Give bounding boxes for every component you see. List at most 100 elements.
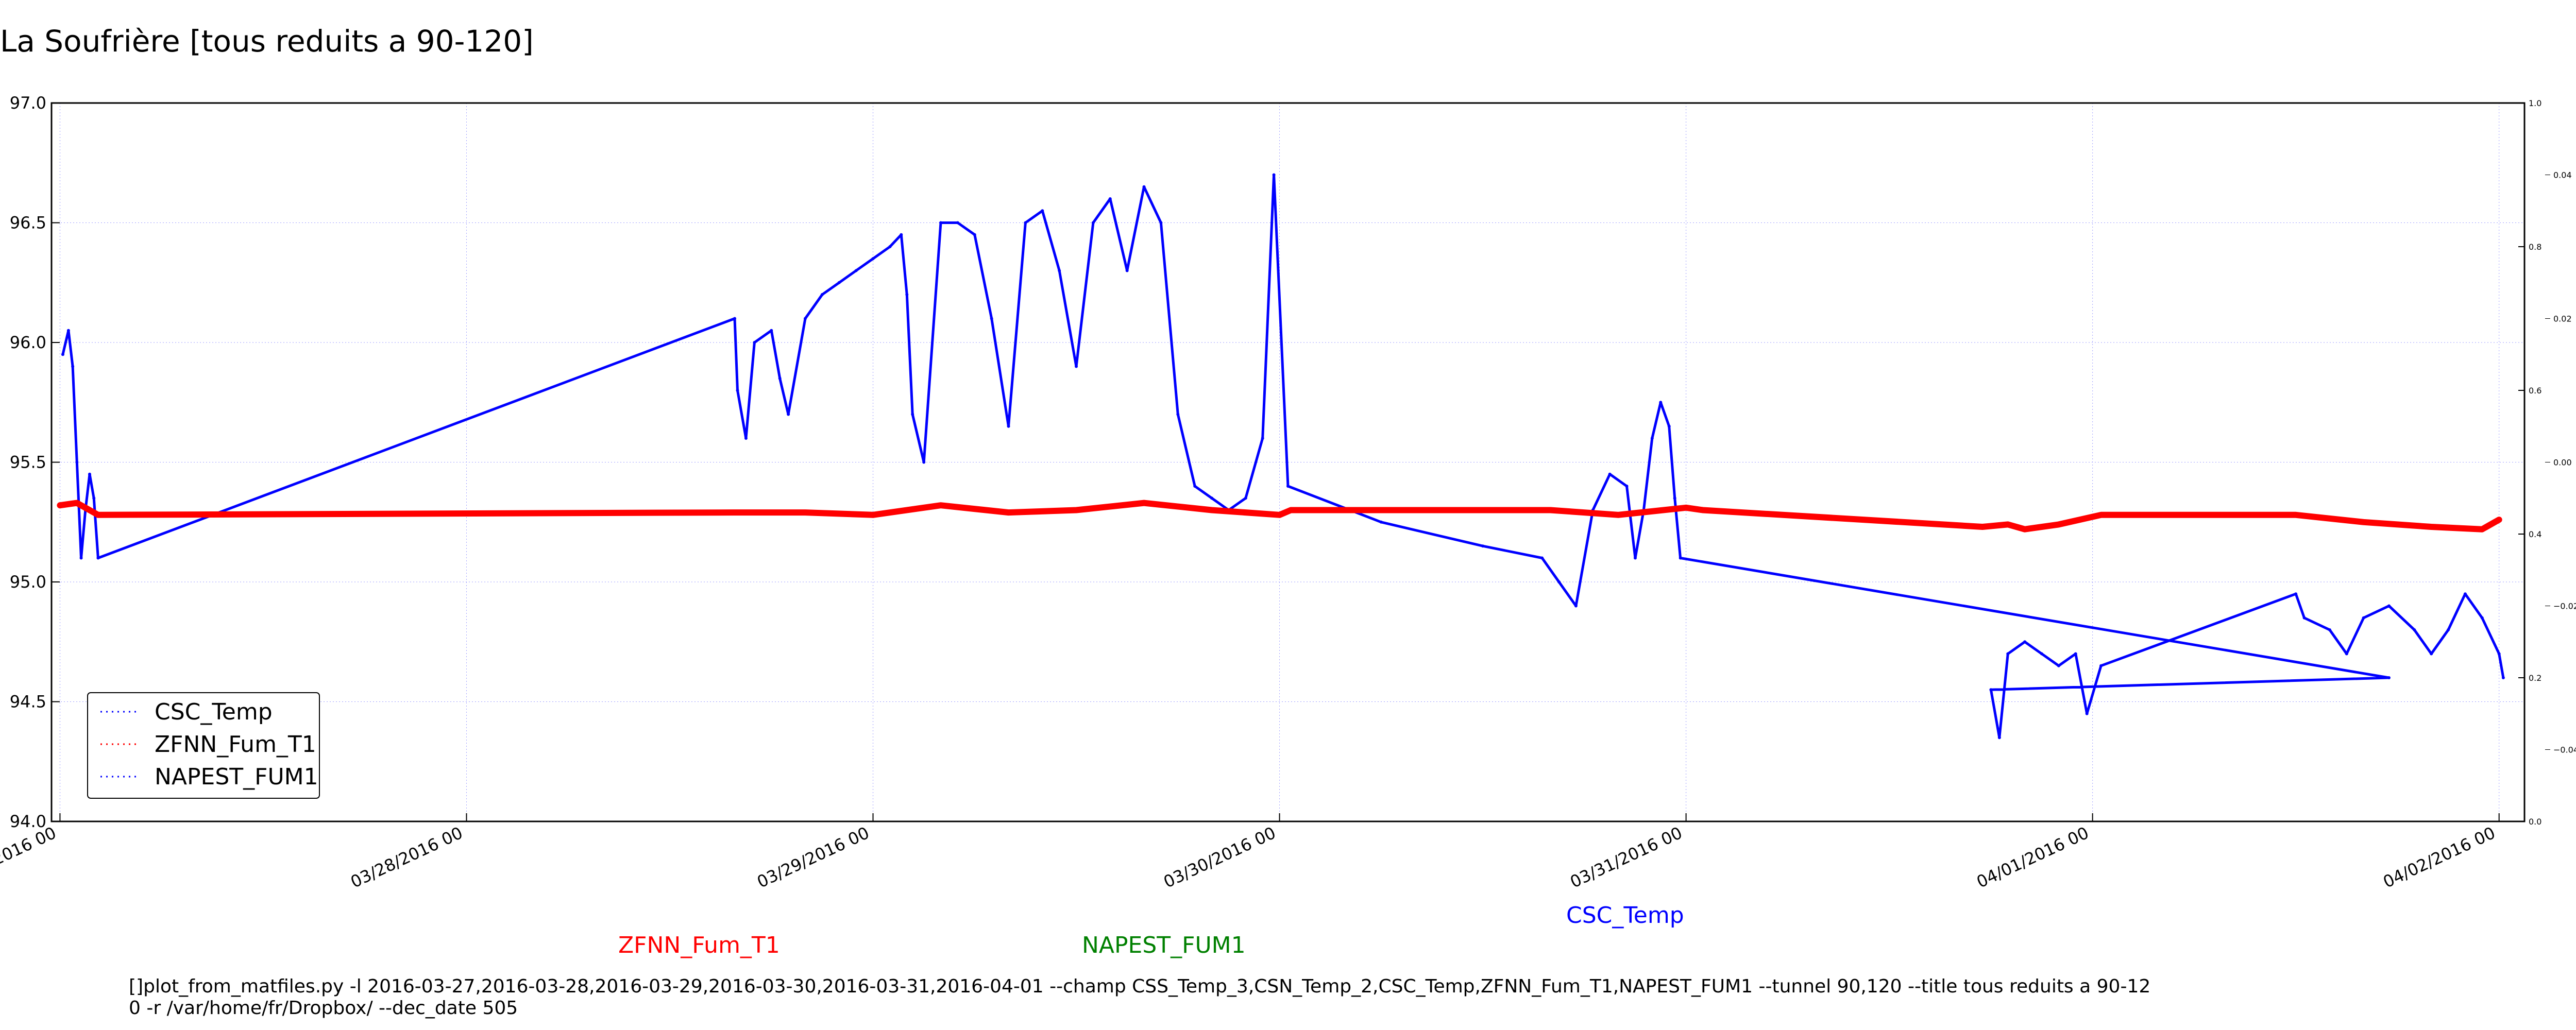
series-point [854, 269, 858, 272]
series-point [1679, 556, 1682, 560]
series-point [2006, 652, 2010, 656]
series-point [2074, 652, 2077, 656]
series-point [2302, 616, 2306, 620]
series-point [1210, 508, 1214, 512]
series-point [2362, 520, 2365, 524]
legend-label-napest-fum1: NAPEST_FUM1 [155, 764, 318, 790]
series-point [1286, 485, 1290, 488]
series-point [96, 513, 100, 517]
series-csc-temp [61, 173, 2505, 740]
x-tick-label: 03/31/2016 00 [1567, 823, 1685, 892]
series-point [75, 460, 79, 464]
series-point [2345, 652, 2348, 656]
series-point [939, 221, 943, 225]
series-point [1261, 437, 1264, 440]
series-point [1980, 525, 1984, 529]
series-point [1989, 688, 1993, 692]
series-point [1142, 501, 1146, 505]
x-tick-label: 03/30/2016 00 [1161, 823, 1279, 892]
series-point [71, 365, 75, 368]
series-point [1244, 496, 1247, 500]
series-point [1549, 508, 1552, 512]
series-point [1024, 221, 1027, 225]
inner-tick-label: 0.02 [2553, 314, 2572, 324]
series-point [733, 317, 737, 320]
series-point [1481, 544, 1485, 548]
bottom-label-zfnn-fum-t1: ZFNN_Fum_T1 [618, 932, 780, 958]
series-point [2497, 652, 2501, 656]
x-tick-label: 04/02/2016 00 [2380, 823, 2498, 892]
series-point [1540, 556, 1544, 560]
series-point [1574, 604, 1578, 608]
series-point [2099, 664, 2103, 667]
series-point [2294, 513, 2298, 517]
right-axis: 0.0 0.2 0.4 0.6 0.8 1.0 0.04 0.02 0.00 −0.02 −0.04 [2518, 98, 2576, 827]
right-tick-label: 0.4 [2529, 529, 2541, 539]
series-point [778, 376, 782, 380]
series-point [61, 353, 64, 356]
series-point [956, 221, 959, 225]
series-point [1659, 401, 1663, 404]
right-tick-label: 0.0 [2529, 817, 2541, 827]
series-point [2023, 640, 2027, 644]
series-point [1159, 221, 1163, 225]
series-point [1289, 508, 1293, 512]
y-tick-label: 97.0 [10, 93, 46, 113]
chart-title: La Soufrière [tous reduits a 90-120] [0, 24, 534, 59]
y-tick-label: 95.5 [10, 453, 46, 472]
series-point [2099, 513, 2103, 517]
x-tick-label: 03/27/2016 00 [0, 823, 59, 892]
series-point [2447, 628, 2450, 631]
series-zfnn-fum-t1 [57, 500, 2502, 533]
series-point [1673, 496, 1676, 500]
series-point [1684, 506, 1688, 509]
y-tick-label: 94.5 [10, 692, 46, 712]
series-point [2430, 652, 2433, 656]
series-point [2057, 664, 2060, 667]
series-point [1650, 437, 1654, 440]
inner-tick-label: 0.04 [2553, 170, 2572, 180]
x-tick-label: 03/28/2016 00 [348, 823, 466, 892]
x-axis: 03/27/2016 00 03/28/2016 00 03/29/2016 00 0… [0, 813, 2500, 892]
series-point [92, 496, 96, 500]
series-point [79, 556, 83, 560]
series-point [1557, 580, 1561, 583]
series-point [973, 233, 976, 236]
right-tick-label: 1.0 [2529, 98, 2541, 108]
series-point [820, 293, 824, 296]
command-footer: []plot_from_matfiles.py -l 2016-03-27,20… [129, 976, 2151, 1019]
series-point [1091, 221, 1095, 225]
series-point [871, 257, 875, 261]
series-point [2085, 712, 2089, 715]
series-point [2430, 525, 2433, 529]
series-point [2480, 616, 2484, 620]
series-point [2387, 604, 2391, 608]
series-point [837, 281, 841, 284]
series-point [2294, 592, 2298, 596]
series-point [888, 245, 892, 248]
bottom-label-csc-temp: CSC_Temp [1566, 902, 1684, 929]
series-point [2387, 676, 2391, 679]
inner-tick-label: 0.00 [2553, 458, 2572, 468]
right-tick-label: 0.2 [2529, 673, 2541, 683]
series-point [939, 504, 943, 507]
y-tick-label: 94.0 [10, 812, 46, 831]
series-point [1625, 485, 1629, 488]
x-tick-label: 03/29/2016 00 [754, 823, 872, 892]
right-tick-label: 0.8 [2529, 242, 2541, 252]
series-point [1007, 511, 1010, 514]
grid-lines [52, 103, 2524, 821]
series-point [2057, 523, 2060, 526]
series-point [744, 437, 748, 440]
legend: CSC_Temp ZFNN_Fum_T1 NAPEST_FUM1 [87, 692, 320, 799]
inner-tick-label: −0.02 [2553, 602, 2576, 611]
series-point [2328, 628, 2331, 631]
series-point [1193, 485, 1197, 488]
y-tick-label: 96.0 [10, 333, 46, 352]
series-point [900, 233, 903, 236]
y-tick-label: 96.5 [10, 213, 46, 233]
series-point [1701, 508, 1705, 512]
series-point [990, 317, 993, 320]
series-point [1617, 513, 1620, 517]
series-point [2023, 527, 2027, 531]
